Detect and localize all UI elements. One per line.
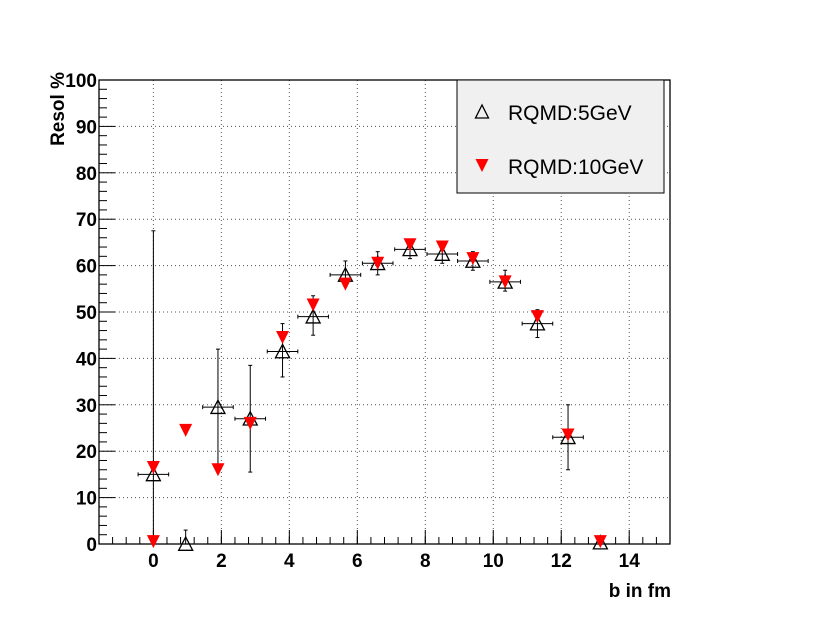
triangle-down-marker bbox=[530, 310, 544, 324]
triangle-down-marker bbox=[466, 252, 480, 266]
triangle-down-marker bbox=[498, 275, 512, 289]
triangle-down-marker bbox=[403, 238, 417, 252]
triangle-down-marker bbox=[306, 298, 320, 312]
y-tick-label: 70 bbox=[76, 210, 97, 231]
triangle-up-marker bbox=[209, 398, 227, 415]
triangle-up-marker bbox=[434, 245, 451, 261]
triangle-up-marker bbox=[592, 534, 609, 550]
y-tick-label: 10 bbox=[76, 489, 97, 510]
triangle-down-marker bbox=[179, 423, 193, 437]
x-axis-title: b in fm bbox=[609, 581, 671, 602]
y-tick-label: 100 bbox=[65, 71, 97, 92]
triangle-down-marker bbox=[593, 535, 607, 549]
x-tick-label: 10 bbox=[483, 551, 504, 572]
triangle-up-marker bbox=[305, 308, 322, 324]
triangle-down-marker bbox=[338, 277, 352, 291]
data-point bbox=[297, 295, 329, 336]
triangle-up-marker bbox=[529, 315, 546, 331]
triangle-up-marker bbox=[401, 240, 419, 257]
x-tick-label: 14 bbox=[619, 551, 641, 572]
y-tick-label: 80 bbox=[76, 164, 97, 185]
legend-box bbox=[456, 79, 665, 194]
series-rqmd-10gev bbox=[146, 238, 607, 549]
x-tick-label: 4 bbox=[284, 551, 295, 572]
y-tick-labels: 0 10 20 30 40 50 60 70 80 90 100 bbox=[65, 71, 97, 556]
data-point bbox=[202, 348, 234, 466]
x-tick-label: 12 bbox=[551, 551, 572, 572]
legend-label-rqmd-5gev: RQMD:5GeV bbox=[508, 102, 632, 125]
y-tick-label: 90 bbox=[76, 117, 97, 138]
triangle-down-marker bbox=[243, 416, 257, 430]
x-tick-label: 8 bbox=[420, 551, 431, 572]
y-tick-label: 0 bbox=[86, 535, 97, 556]
triangle-up-marker bbox=[274, 343, 291, 359]
triangle-down-marker bbox=[211, 463, 225, 477]
y-tick-label: 20 bbox=[76, 442, 97, 463]
y-tick-label: 60 bbox=[76, 257, 97, 278]
triangle-up-marker bbox=[177, 535, 194, 551]
triangle-down-marker bbox=[561, 428, 575, 442]
x-tick-labels: 0 2 4 6 8 10 12 14 bbox=[148, 551, 640, 572]
triangle-down-marker bbox=[146, 460, 160, 474]
legend: RQMD:5GeV RQMD:10GeV bbox=[456, 79, 665, 194]
data-point bbox=[177, 529, 194, 551]
legend-label-rqmd-10gev: RQMD:10GeV bbox=[508, 156, 643, 179]
triangle-down-marker bbox=[435, 240, 449, 254]
triangle-up-marker bbox=[464, 252, 481, 268]
y-tick-label: 40 bbox=[76, 349, 97, 370]
x-tick-label: 2 bbox=[216, 551, 227, 572]
y-tick-label: 50 bbox=[76, 303, 97, 324]
y-axis-title: Resol % bbox=[48, 72, 69, 146]
series-rqmd-5gev bbox=[137, 230, 609, 551]
axis-ticks bbox=[98, 79, 671, 545]
legend-marker-rqmd-5gev bbox=[474, 103, 490, 119]
legend-marker-rqmd-10gev bbox=[475, 159, 489, 172]
x-tick-label: 0 bbox=[148, 551, 159, 572]
data-point bbox=[137, 230, 170, 545]
triangle-down-marker bbox=[276, 331, 290, 345]
x-tick-label: 6 bbox=[352, 551, 363, 572]
triangle-down-marker bbox=[371, 256, 385, 270]
triangle-up-marker bbox=[145, 466, 162, 482]
y-tick-label: 30 bbox=[76, 396, 97, 417]
triangle-up-marker bbox=[559, 428, 577, 445]
triangle-down-marker bbox=[146, 535, 160, 549]
